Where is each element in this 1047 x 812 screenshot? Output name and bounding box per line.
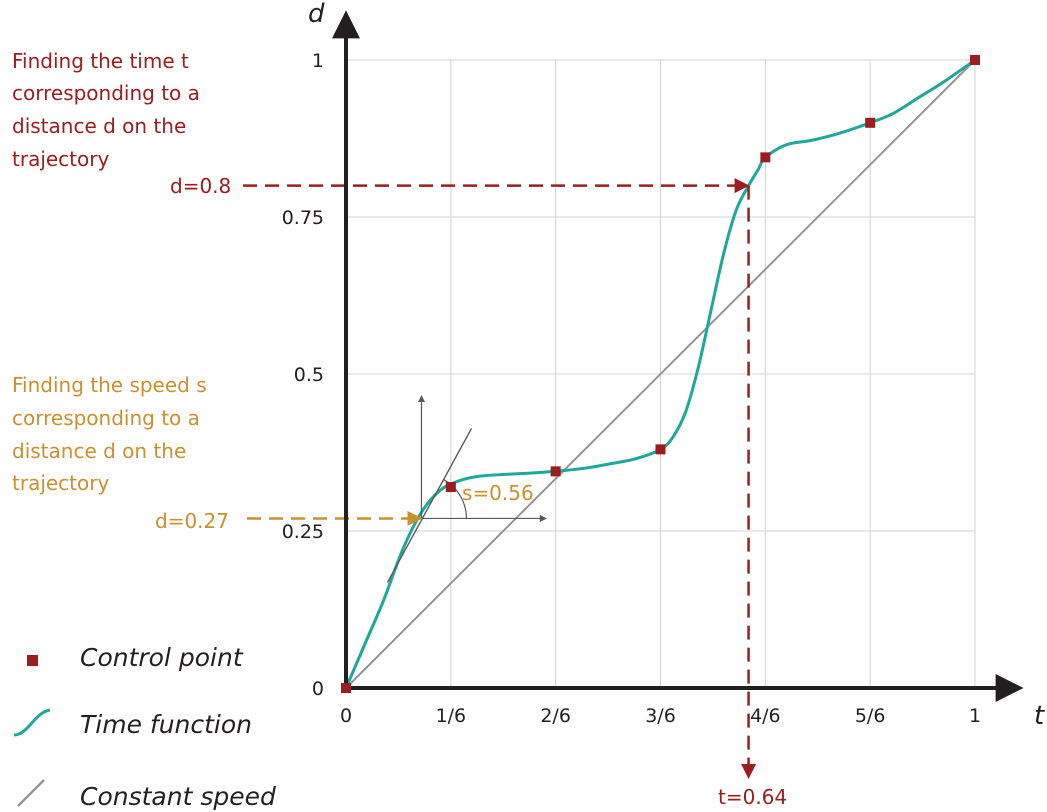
x-tick-label-1: 1/6 <box>436 705 467 727</box>
y-tick-label-0: 0 <box>312 678 324 700</box>
find-time-annotation: Finding the time t corresponding to a di… <box>12 49 787 809</box>
legend-time-function-swatch <box>13 708 51 737</box>
x-tick-label-6: 1 <box>969 705 981 727</box>
find-time-line-3: distance d on the <box>12 114 186 138</box>
y-axis-name: d <box>308 0 325 29</box>
find-time-line-2: corresponding to a <box>12 81 200 105</box>
grid <box>346 59 976 688</box>
x-tick-label-2: 2/6 <box>540 705 571 727</box>
control-point-0 <box>341 683 351 693</box>
y-tick-label-3: 0.75 <box>282 207 324 229</box>
control-point-6 <box>970 55 980 65</box>
find-speed-annotation: Finding the speed s corresponding to a d… <box>12 373 534 533</box>
x-tick-label-0: 0 <box>340 705 352 727</box>
control-point-2 <box>550 466 561 477</box>
find-time-line-1: Finding the time t <box>12 49 189 73</box>
x-tick-label-3: 3/6 <box>645 705 676 727</box>
legend-time-function-label: Time function <box>80 710 252 739</box>
find-speed-line-2: corresponding to a <box>12 406 200 430</box>
t-064-label: t=0.64 <box>718 785 787 809</box>
legend-constant-speed-swatch <box>17 779 45 807</box>
legend: Control point Time function Constant spe… <box>13 643 276 811</box>
axes: 0 1/6 2/6 3/6 4/6 5/6 1 0 0.25 0.5 0.75 1 <box>282 10 1024 727</box>
d-027-label: d=0.27 <box>155 509 229 533</box>
find-speed-line-1: Finding the speed s <box>12 373 207 397</box>
x-tick-label-5: 5/6 <box>855 705 886 727</box>
find-time-line-4: trajectory <box>12 147 109 171</box>
time-function-layer <box>344 58 976 689</box>
time-function-curve <box>344 58 976 689</box>
y-tick-label-4: 1 <box>312 50 324 72</box>
control-points-layer <box>341 55 980 693</box>
legend-control-point-swatch <box>27 655 38 666</box>
y-tick-label-1: 0.25 <box>282 521 324 543</box>
legend-control-point-label: Control point <box>80 643 244 672</box>
x-axis-name: t <box>1034 701 1045 731</box>
d-08-label: d=0.8 <box>170 174 231 198</box>
control-point-4 <box>760 152 771 163</box>
helper-tangent-line <box>386 428 473 583</box>
find-speed-line-4: trajectory <box>12 471 109 495</box>
x-tick-label-4: 4/6 <box>750 705 781 727</box>
legend-constant-speed-label: Constant speed <box>80 782 276 811</box>
helper-angle-arc <box>443 478 468 519</box>
control-point-3 <box>655 444 666 455</box>
constant-speed-line <box>345 59 976 689</box>
control-point-1 <box>445 482 456 493</box>
y-tick-label-2: 0.5 <box>294 364 324 386</box>
speed-helper-layer <box>386 395 547 583</box>
constant-speed-layer <box>345 59 976 689</box>
control-point-5 <box>865 117 876 128</box>
guide-arrows-layer <box>243 178 757 779</box>
s-056-label: s=0.56 <box>462 481 534 505</box>
find-speed-line-3: distance d on the <box>12 439 186 463</box>
